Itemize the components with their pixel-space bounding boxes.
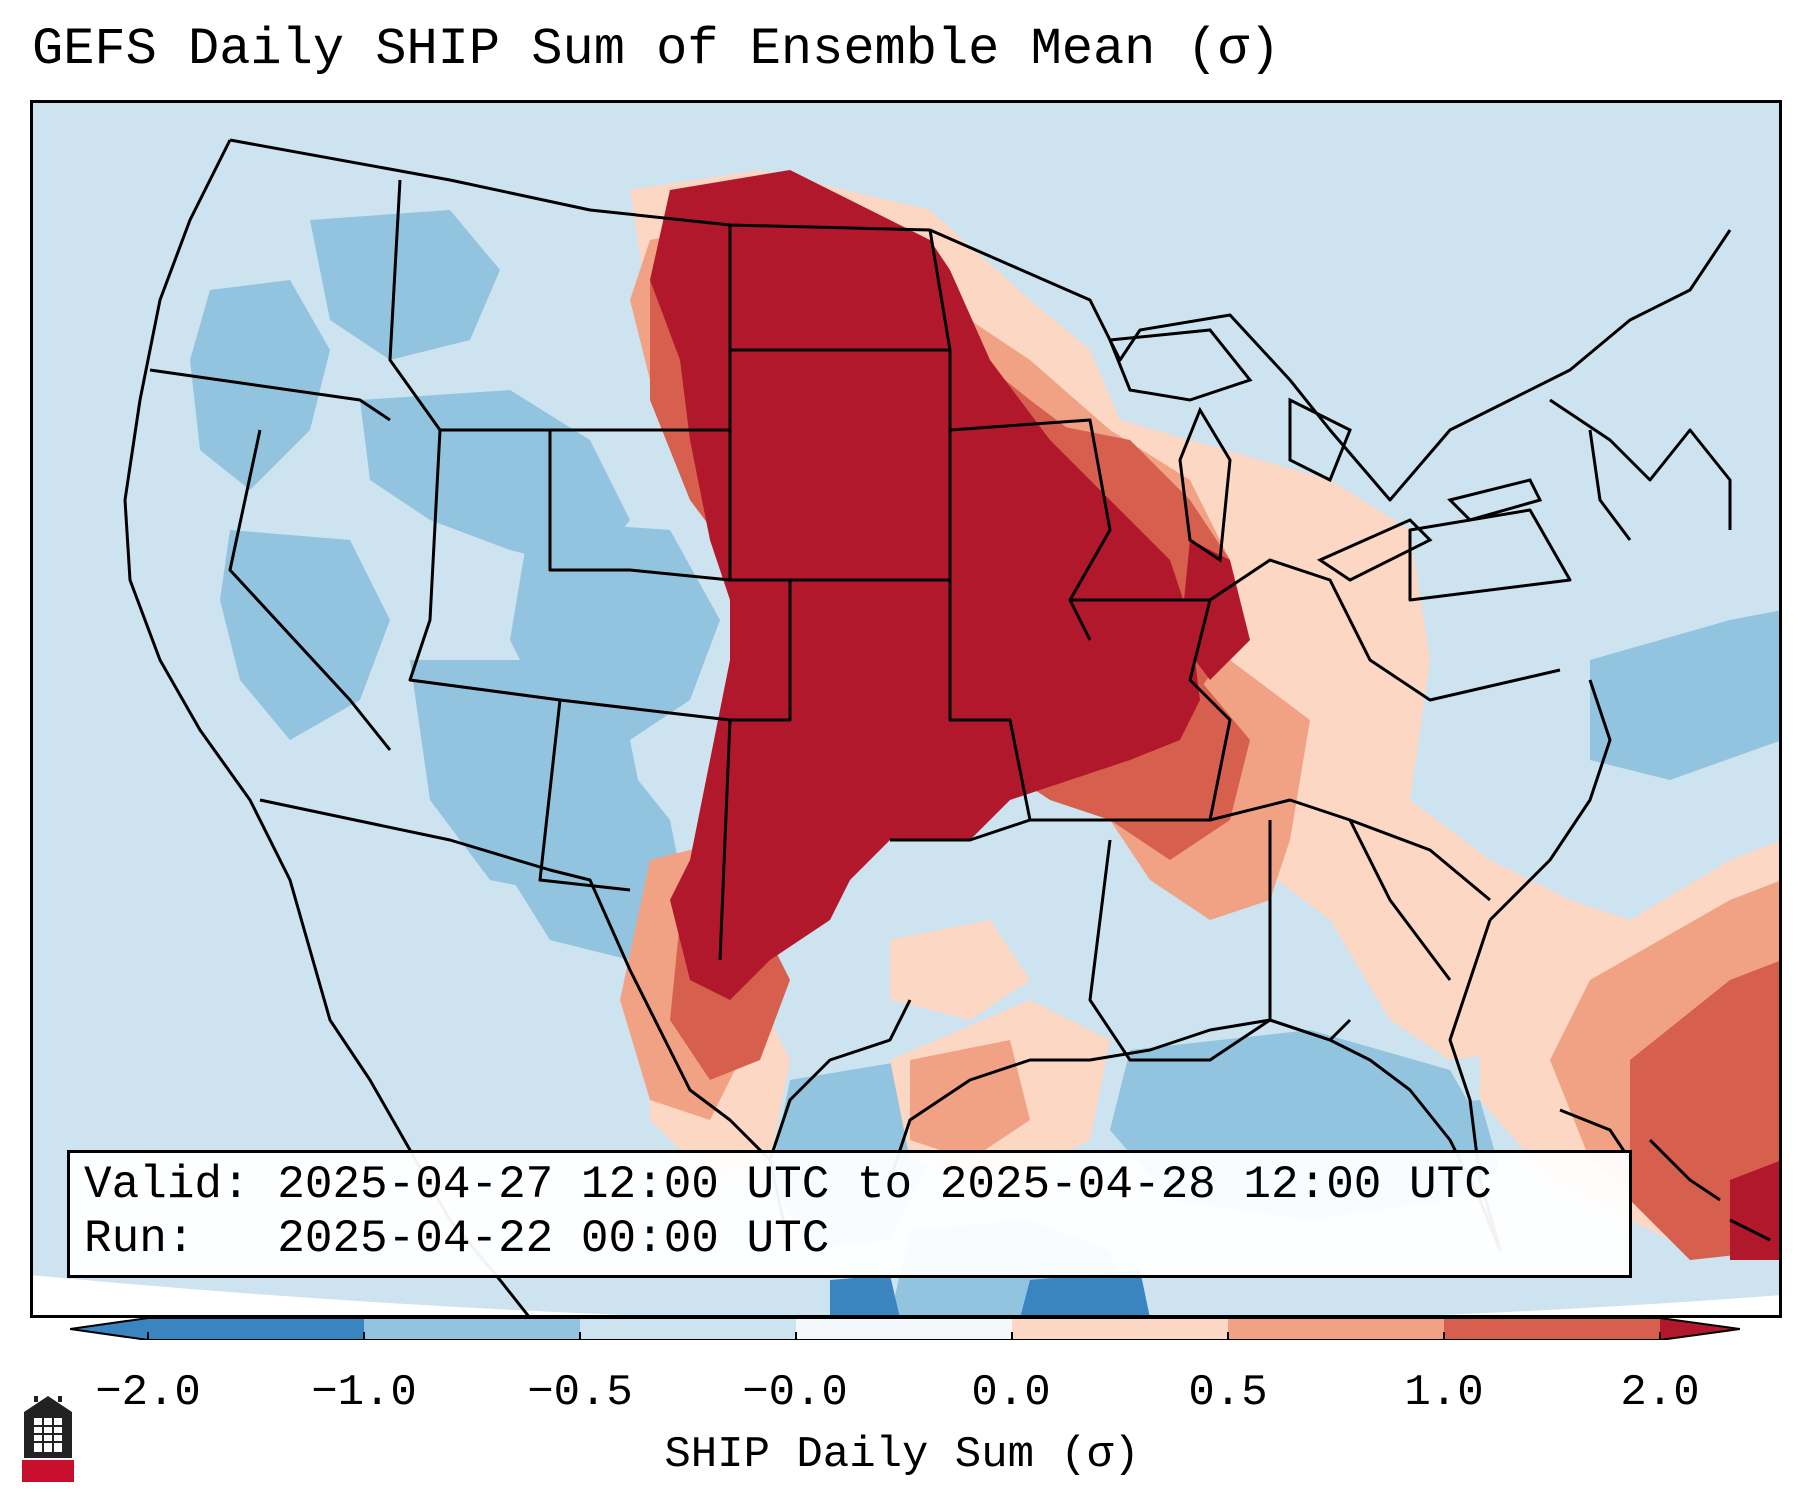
colorbar-segment (148, 1318, 364, 1340)
map-border (30, 100, 1782, 1318)
colorbar-segment (1444, 1318, 1660, 1340)
colorbar (69, 1317, 1741, 1345)
colorbar-segment (364, 1318, 580, 1340)
colorbar-extend-low (70, 1318, 148, 1340)
colorbar-segment (580, 1318, 796, 1340)
colorbar-tick-label: −0.0 (742, 1368, 848, 1418)
colorbar-tick-label: 0.0 (971, 1368, 1051, 1418)
extreme-positive-patches (650, 170, 1782, 1260)
colorbar-tick-label: 1.0 (1404, 1368, 1484, 1418)
colorbar-segment (1228, 1318, 1444, 1340)
run-time-line: Run: 2025-04-22 00:00 UTC (84, 1213, 830, 1265)
colorbar-tick-label: −2.0 (95, 1368, 201, 1418)
colorbar-segment (796, 1318, 1012, 1340)
colorbar-label: SHIP Daily Sum (σ) (664, 1430, 1140, 1480)
great-lakes (1107, 328, 1543, 582)
strong-negative-patches (830, 1270, 1150, 1318)
valid-time-line: Valid: 2025-04-27 12:00 UTC to 2025-04-2… (84, 1159, 1492, 1211)
colorbar-tick-label: 2.0 (1620, 1368, 1700, 1418)
gulf-coastline (768, 679, 1612, 1252)
chart-title: GEFS Daily SHIP Sum of Ensemble Mean (σ) (32, 20, 1281, 79)
valid-run-info-box: Valid: 2025-04-27 12:00 UTC to 2025-04-2… (67, 1150, 1632, 1278)
niu-logo (22, 1396, 74, 1482)
map-panel (30, 100, 1782, 1318)
colorbar-tick-label: −1.0 (311, 1368, 417, 1418)
colorbar-segment (1012, 1318, 1228, 1340)
colorbar-tick-label: 0.5 (1188, 1368, 1268, 1418)
colorbar-extend-high (1660, 1318, 1740, 1340)
projection-edge (30, 1275, 1782, 1318)
colorbar-tick-label: −0.5 (527, 1368, 633, 1418)
